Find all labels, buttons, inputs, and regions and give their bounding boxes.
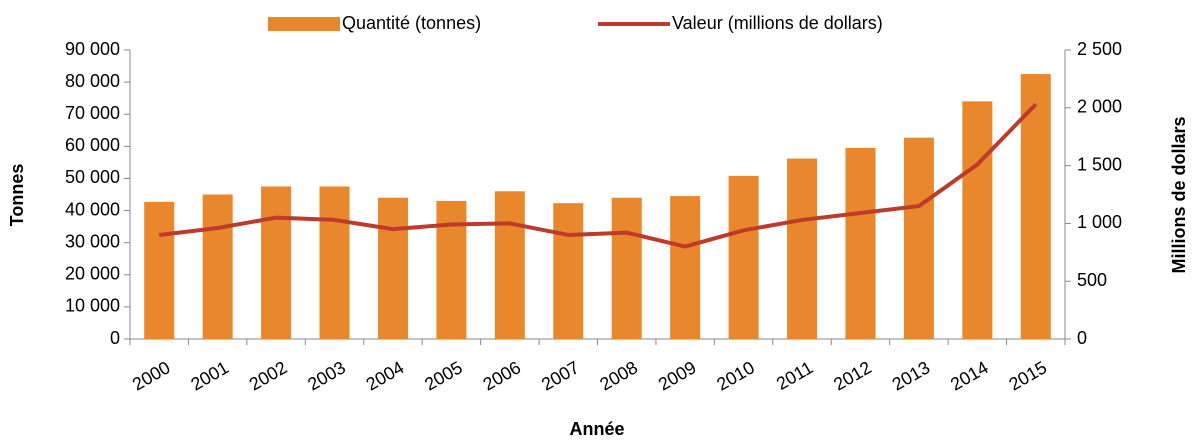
bar: [377, 197, 408, 339]
x-tick-label: 2008: [596, 357, 641, 394]
x-tick-label: 2012: [830, 357, 875, 394]
y2-tick-label: 0: [1077, 328, 1087, 348]
bar: [903, 137, 934, 339]
bar: [962, 101, 993, 339]
y-tick-label: 20 000: [65, 264, 120, 284]
y-tick-label: 40 000: [65, 199, 120, 219]
bar: [670, 196, 701, 339]
y-tick-label: 70 000: [65, 103, 120, 123]
line: [158, 102, 1038, 249]
bar: [144, 201, 175, 339]
y2-tick-label: 2 500: [1077, 39, 1122, 59]
bar: [845, 147, 876, 339]
y-tick-label: 60 000: [65, 135, 120, 155]
y2-axis-title: Millions de dollars: [1169, 116, 1189, 273]
legend-swatch: [268, 17, 340, 31]
x-tick-label: 2000: [129, 357, 174, 394]
y-tick-label: 0: [110, 328, 120, 348]
y2-tick-label: 500: [1077, 270, 1107, 290]
y2-tick-label: 1 500: [1077, 154, 1122, 174]
bar: [1020, 74, 1051, 339]
bar: [436, 200, 467, 339]
y2-tick-label: 1 000: [1077, 212, 1122, 232]
y2-tick-label: 2 000: [1077, 97, 1122, 117]
x-tick-label: 2015: [1005, 357, 1050, 394]
legend-label: Quantité (tonnes): [342, 13, 481, 33]
x-tick-label: 2010: [713, 357, 758, 394]
x-tick-label: 2013: [889, 357, 934, 394]
y-tick-label: 50 000: [65, 167, 120, 187]
x-tick-label: 2001: [187, 357, 232, 394]
x-tick-label: 2009: [655, 357, 700, 394]
x-tick-label: 2005: [421, 357, 466, 394]
x-tick-label: 2011: [773, 357, 817, 394]
x-tick-label: 2003: [304, 357, 349, 394]
bar: [494, 191, 525, 339]
y-tick-label: 90 000: [65, 39, 120, 59]
bar: [553, 203, 584, 339]
y-axis-title: Tonnes: [7, 164, 27, 227]
bar: [728, 175, 759, 339]
x-tick-label: 2014: [947, 357, 992, 394]
bar: [611, 197, 642, 339]
legend-label: Valeur (millions de dollars): [672, 13, 883, 33]
x-tick-label: 2002: [246, 357, 291, 394]
y-tick-label: 30 000: [65, 231, 120, 251]
bar: [202, 194, 233, 339]
x-tick-label: 2007: [538, 357, 583, 394]
bar: [319, 186, 350, 339]
y-tick-label: 80 000: [65, 71, 120, 91]
bar: [787, 158, 818, 339]
x-tick-label: 2006: [480, 357, 525, 394]
x-axis-title: Année: [569, 419, 624, 439]
bar: [261, 186, 292, 339]
y-tick-label: 10 000: [65, 296, 120, 316]
x-tick-label: 2004: [363, 357, 408, 394]
